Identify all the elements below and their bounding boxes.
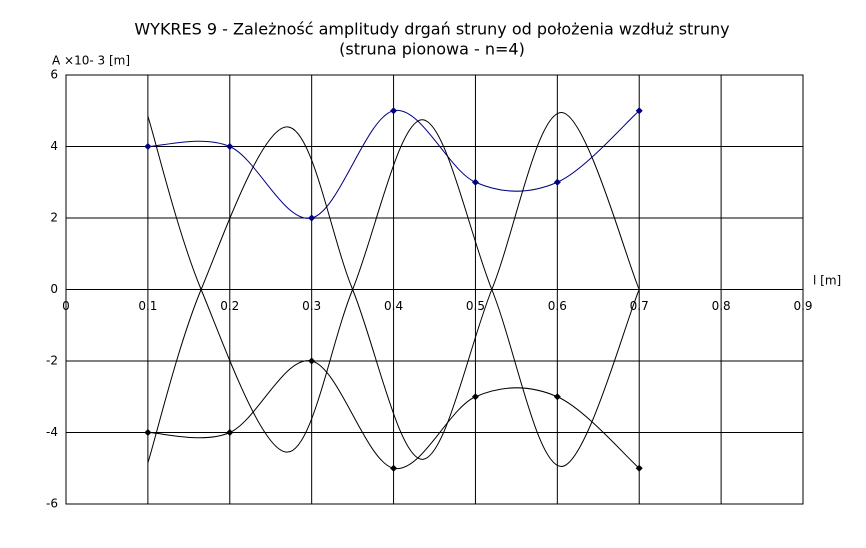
y-tick-label: 2 bbox=[50, 211, 58, 225]
data-point bbox=[635, 464, 643, 472]
data-point bbox=[390, 107, 398, 115]
data-point bbox=[553, 393, 561, 401]
x-tick-label: 0.1 bbox=[138, 299, 157, 313]
y-axis-label: A ×10- 3 [m] bbox=[52, 54, 130, 68]
y-tick-label: 0 bbox=[50, 282, 58, 296]
data-point bbox=[471, 178, 479, 186]
y-tick-label: 6 bbox=[50, 68, 58, 82]
x-tick-label: 0.3 bbox=[302, 299, 321, 313]
plot-border bbox=[65, 74, 804, 505]
data-point bbox=[553, 178, 561, 186]
data-point bbox=[226, 143, 234, 150]
x-tick-label: 0.2 bbox=[220, 299, 239, 313]
x-tick-label: 0.6 bbox=[548, 299, 567, 313]
x-axis-label: l [m] bbox=[813, 274, 841, 288]
chart-subtitle: (struna pionowa - n=4) bbox=[339, 40, 525, 59]
y-tick-label: -4 bbox=[46, 425, 58, 439]
data-point bbox=[390, 464, 398, 472]
x-tick-label: 0.4 bbox=[384, 299, 403, 313]
data-point bbox=[471, 393, 479, 401]
x-tick-label: 0.8 bbox=[712, 299, 731, 313]
data-point bbox=[308, 214, 316, 222]
y-tick-label: -6 bbox=[46, 497, 58, 511]
x-tick-label: 0.5 bbox=[466, 299, 485, 313]
data-point bbox=[308, 357, 316, 365]
data-point bbox=[144, 429, 152, 436]
data-point bbox=[144, 143, 152, 150]
data-point bbox=[226, 429, 234, 436]
chart-title: WYKRES 9 - Zależność amplitudy drgań str… bbox=[134, 20, 729, 39]
x-tick-label: 0.7 bbox=[630, 299, 649, 313]
data-point bbox=[635, 107, 643, 115]
series-line bbox=[147, 115, 640, 467]
y-tick-label: -2 bbox=[46, 354, 58, 368]
series-line bbox=[147, 112, 640, 464]
y-tick-label: 4 bbox=[50, 139, 58, 153]
